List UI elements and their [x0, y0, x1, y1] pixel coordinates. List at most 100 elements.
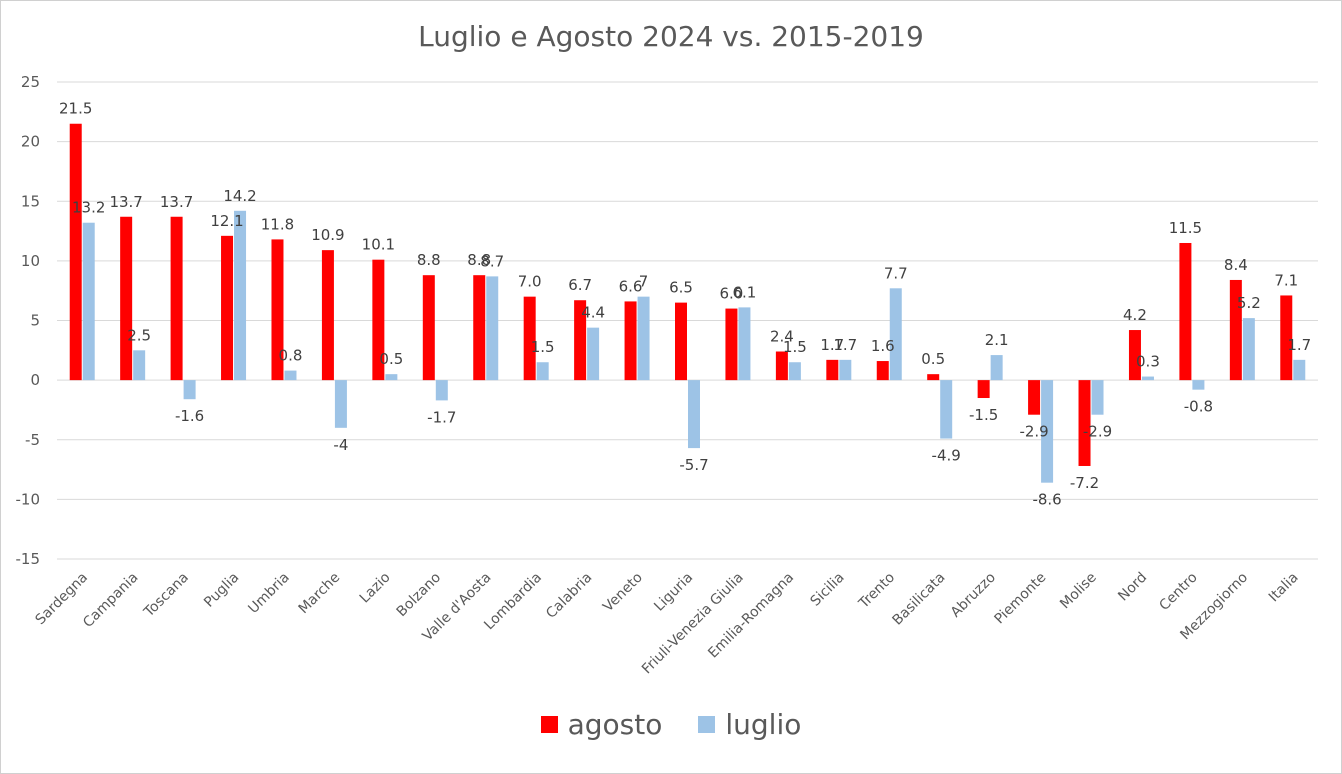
data-label-luglio: 7	[639, 273, 649, 291]
category-label: Bolzano	[394, 570, 445, 621]
bar-agosto	[1179, 242, 1192, 381]
bar-luglio	[990, 355, 1003, 381]
bar-luglio	[1242, 318, 1255, 381]
y-tick-label: 20	[21, 133, 40, 151]
data-label-agosto: 10.9	[311, 226, 344, 244]
data-label-agosto: -2.9	[1019, 423, 1048, 441]
bar-luglio	[839, 359, 852, 381]
data-label-luglio: 1.7	[1287, 336, 1311, 354]
bar-luglio	[284, 370, 297, 381]
data-label-agosto: 8.4	[1224, 256, 1248, 274]
bar-agosto	[120, 216, 133, 381]
data-label-luglio: 14.2	[223, 187, 256, 205]
data-label-agosto: 13.7	[109, 193, 142, 211]
data-label-agosto: 12.1	[210, 212, 243, 230]
data-label-luglio: 1.7	[833, 336, 857, 354]
bar-luglio	[637, 296, 650, 381]
bar-agosto	[271, 239, 284, 381]
bar-luglio	[1293, 359, 1306, 381]
bar-luglio	[385, 374, 398, 381]
data-label-luglio: 1.5	[531, 338, 555, 356]
data-label-agosto: 13.7	[160, 193, 193, 211]
bar-agosto	[221, 235, 234, 381]
data-label-agosto: 10.1	[362, 236, 395, 254]
data-label-agosto: 7.1	[1274, 271, 1298, 289]
category-label: Veneto	[600, 570, 646, 616]
bar-luglio	[334, 380, 347, 428]
chart-title: Luglio e Agosto 2024 vs. 2015-2019	[418, 20, 924, 53]
y-tick-label: 25	[21, 73, 40, 91]
bar-luglio	[133, 350, 146, 381]
legend-label-luglio: luglio	[725, 708, 802, 741]
data-label-agosto: 8.8	[467, 251, 491, 269]
category-label: Trento	[855, 570, 898, 613]
data-label-luglio: 2.5	[127, 326, 151, 344]
legend-item-agosto: agosto	[540, 708, 663, 741]
data-label-luglio: 13.2	[72, 199, 105, 217]
category-label: Centro	[1156, 570, 1200, 614]
data-label-luglio: 0.5	[379, 350, 403, 368]
bar-agosto	[1028, 380, 1041, 415]
data-label-agosto: 6.6	[619, 277, 643, 295]
bar-luglio	[82, 222, 95, 381]
data-label-agosto: 0.5	[921, 350, 945, 368]
y-tick-label: -15	[16, 550, 41, 568]
data-label-agosto: 11.8	[261, 215, 294, 233]
legend-label-agosto: agosto	[567, 708, 663, 741]
category-label: Puglia	[201, 570, 242, 611]
data-label-agosto: 6.7	[568, 276, 592, 294]
bar-agosto	[170, 216, 183, 381]
bar-luglio	[183, 380, 196, 400]
bar-agosto	[1229, 279, 1242, 381]
data-label-agosto: 6.5	[669, 279, 693, 297]
y-tick-label: 15	[21, 192, 40, 210]
data-label-agosto: 1.7	[820, 336, 844, 354]
bar-agosto	[69, 123, 82, 381]
category-label: Lazio	[357, 570, 394, 607]
category-label: Nord	[1115, 570, 1150, 605]
category-label: Marche	[296, 570, 344, 618]
bar-agosto	[1128, 330, 1141, 381]
data-label-luglio: -2.9	[1083, 423, 1112, 441]
data-label-luglio: -5.7	[679, 456, 708, 474]
category-label: Italia	[1266, 570, 1302, 606]
legend-swatch-luglio	[698, 716, 716, 733]
category-label: Liguria	[651, 570, 696, 615]
category-label: Toscana	[140, 570, 191, 621]
legend-item-luglio: luglio	[698, 708, 801, 741]
data-label-agosto: 1.6	[871, 337, 895, 355]
data-label-luglio: -0.8	[1184, 398, 1213, 416]
data-label-luglio: 5.2	[1237, 294, 1261, 312]
data-label-luglio: -4.9	[932, 447, 961, 465]
data-label-agosto: 7.0	[518, 273, 542, 291]
bar-agosto	[725, 308, 738, 381]
data-label-agosto: -7.2	[1070, 474, 1099, 492]
category-label: Piemonte	[992, 570, 1050, 628]
bar-luglio	[889, 288, 902, 381]
data-label-luglio: 6.1	[733, 283, 757, 301]
bar-agosto	[422, 275, 435, 381]
category-label: Sicilia	[808, 570, 848, 610]
y-tick-label: -10	[16, 490, 41, 508]
bar-agosto	[826, 359, 839, 381]
y-tick-label: 0	[30, 371, 40, 389]
y-tick-label: -5	[25, 431, 40, 449]
data-label-luglio: -1.7	[427, 408, 456, 426]
bar-agosto	[775, 351, 788, 381]
bar-agosto	[1280, 295, 1293, 381]
bar-agosto	[372, 259, 385, 381]
y-tick-label: 5	[30, 312, 40, 330]
data-label-luglio: -4	[333, 436, 348, 454]
bar-luglio	[536, 362, 549, 381]
bar-agosto	[624, 301, 637, 381]
data-label-agosto: -1.5	[969, 406, 998, 424]
bar-luglio	[1091, 380, 1104, 415]
data-label-agosto: 6.0	[720, 285, 744, 303]
bar-luglio	[234, 210, 247, 381]
bar-luglio	[1141, 376, 1154, 381]
data-label-luglio: 4.4	[581, 304, 605, 322]
bar-agosto	[675, 302, 687, 381]
data-label-luglio: 0.3	[1136, 353, 1160, 371]
bar-luglio	[435, 380, 448, 401]
